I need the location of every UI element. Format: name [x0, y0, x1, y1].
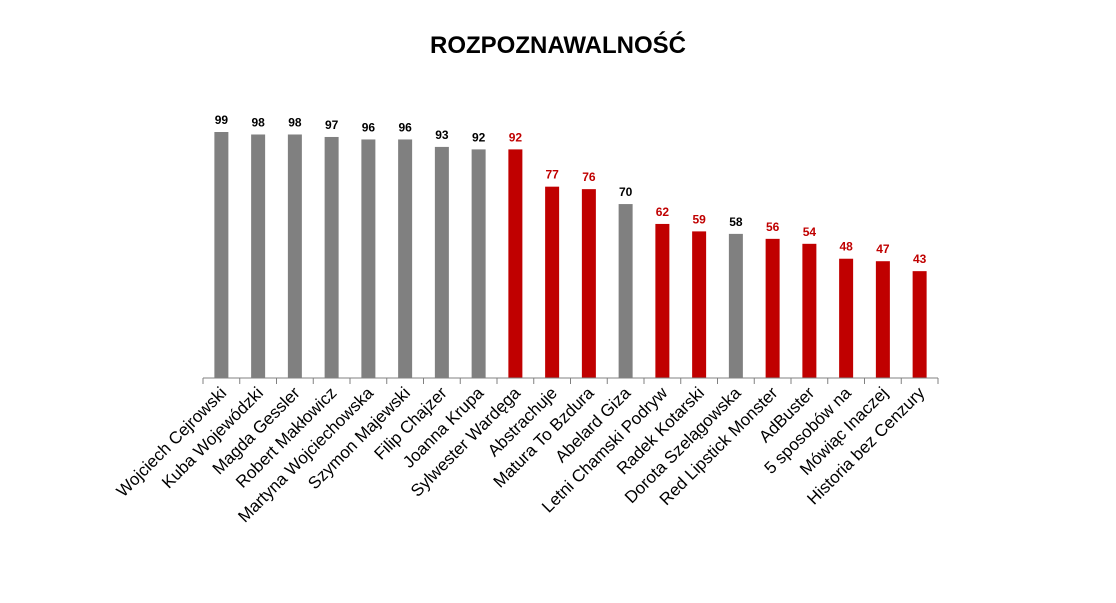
data-label: 93	[435, 128, 449, 142]
bar	[287, 134, 302, 378]
chart-title: ROZPOZNAWALNOŚĆ	[430, 32, 686, 59]
data-label: 92	[509, 130, 523, 144]
bar	[214, 132, 229, 378]
value-labels: 99 98 98 97 96 96 93 92 92 77 76 70 62 59 58 56 54 48 47 43	[215, 113, 927, 266]
bar	[508, 149, 523, 378]
data-label: 56	[766, 220, 780, 234]
bar	[912, 271, 927, 378]
bar	[324, 136, 339, 378]
data-label: 47	[876, 242, 890, 256]
bar	[839, 258, 854, 378]
bar	[434, 146, 449, 378]
bar	[728, 233, 743, 378]
bar	[875, 261, 890, 378]
data-label: 98	[251, 115, 265, 129]
data-label: 62	[656, 205, 670, 219]
data-label: 77	[545, 168, 559, 182]
bar	[251, 134, 266, 378]
bar	[545, 186, 560, 378]
data-label: 96	[398, 120, 412, 134]
bar	[398, 139, 413, 378]
data-label: 98	[288, 115, 302, 129]
data-label: 59	[692, 212, 706, 226]
bar	[471, 149, 486, 378]
data-label: 99	[215, 113, 229, 127]
data-label: 43	[913, 252, 927, 266]
bar	[581, 189, 596, 378]
bar	[802, 243, 817, 378]
bar	[765, 238, 780, 378]
bar	[618, 204, 633, 378]
data-label: 96	[362, 120, 376, 134]
bars-layer	[214, 132, 927, 378]
x-axis	[202, 377, 939, 384]
data-label: 92	[472, 130, 486, 144]
bar	[655, 223, 670, 378]
data-label: 58	[729, 215, 743, 229]
bar	[692, 231, 707, 378]
data-label: 97	[325, 118, 339, 132]
data-label: 54	[803, 225, 817, 239]
data-label: 76	[582, 170, 596, 184]
data-label: 48	[839, 240, 853, 254]
bar	[361, 139, 376, 378]
data-label: 70	[619, 185, 633, 199]
